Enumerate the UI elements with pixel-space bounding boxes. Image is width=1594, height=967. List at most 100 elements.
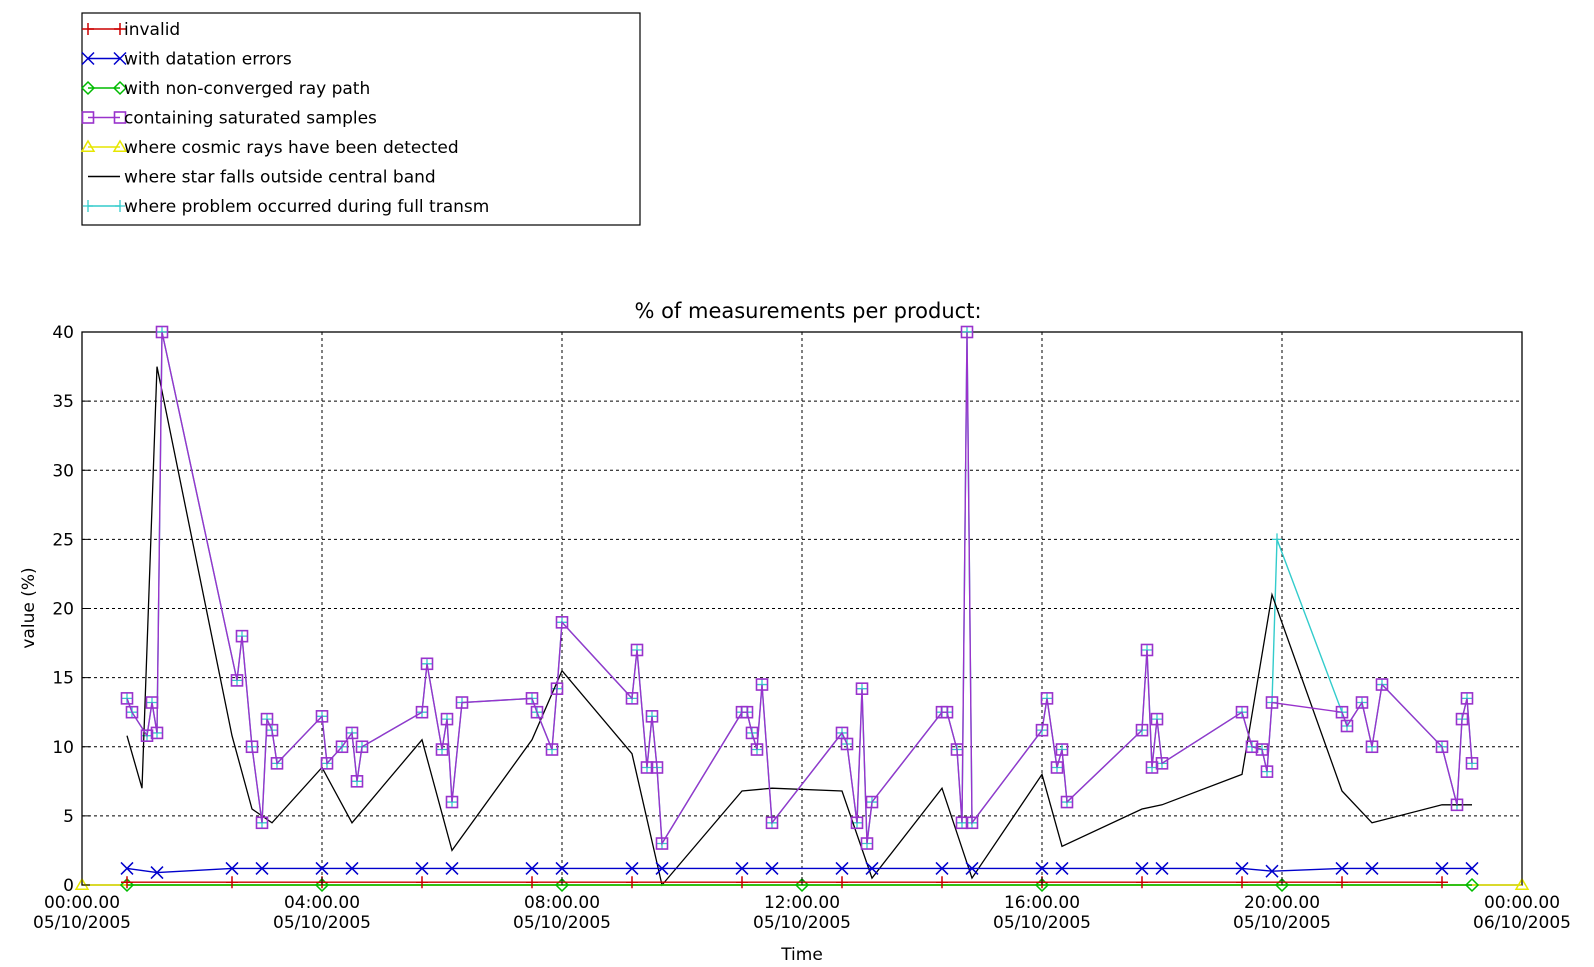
series-point [1145, 761, 1159, 774]
series-point [1365, 740, 1379, 754]
series-point [750, 743, 764, 756]
series-point [554, 877, 570, 893]
legend-label: where star falls outside central band [124, 168, 436, 188]
series-point [1035, 723, 1049, 737]
y-tick-label: 25 [52, 530, 74, 550]
legend-swatch-marker [80, 80, 96, 96]
series-point [936, 876, 948, 889]
series-line [126, 867, 1472, 874]
legend-label: with datation errors [124, 50, 292, 70]
x-tick-date: 06/10/2005 [1473, 913, 1571, 933]
series-point [835, 861, 849, 875]
legend-swatch-marker [81, 51, 95, 66]
legend-swatch-marker [82, 23, 94, 35]
series-point [645, 710, 659, 723]
series-point [1335, 861, 1349, 875]
x-tick-date: 05/10/2005 [993, 913, 1091, 933]
series-point [950, 743, 964, 756]
series-point [1460, 692, 1474, 705]
series-point [315, 861, 329, 875]
series-point [120, 861, 134, 875]
series-point [420, 657, 434, 671]
series-point [119, 877, 135, 893]
series-point [1050, 761, 1064, 774]
series-point [1465, 757, 1479, 770]
legend-frame [81, 12, 641, 226]
series-point [755, 678, 769, 691]
x-tick-time: 16:00.00 [1004, 893, 1080, 913]
series-point [1265, 696, 1279, 709]
series-point [1455, 712, 1469, 726]
series-point [125, 705, 139, 719]
series-point [255, 816, 269, 830]
legend-swatch-marker [80, 139, 96, 152]
series-point [740, 705, 754, 719]
x-tick-time: 00:00.00 [44, 893, 120, 913]
series-with-datation-errors [120, 861, 1479, 880]
series-point [935, 861, 949, 875]
series-point [1055, 743, 1069, 756]
series-point [1514, 877, 1530, 890]
series-point [445, 861, 459, 875]
series-point [255, 861, 269, 875]
series-point [1255, 743, 1269, 756]
series-point [1260, 765, 1274, 778]
series-point [1436, 876, 1448, 889]
series-point [345, 861, 359, 875]
y-tick-label: 35 [52, 392, 74, 412]
series-point [530, 705, 544, 719]
series-point [555, 861, 569, 875]
x-tick-time: 12:00.00 [764, 893, 840, 913]
series-point [1274, 877, 1290, 893]
series-point [314, 877, 330, 893]
series-point [1336, 876, 1348, 889]
legend: invalid with datation errors with non-conv… [80, 12, 641, 226]
legend-label: where problem occurred during full trans… [124, 197, 489, 217]
series-point [840, 737, 854, 751]
y-axis: 0 5 10 15 20 25 30 35 40 [52, 323, 90, 896]
series-point [440, 712, 454, 726]
legend-item: with datation errors [81, 50, 292, 70]
legend-swatch-marker [112, 139, 128, 152]
x-tick-time: 00:00.00 [1484, 893, 1560, 913]
series-point [1235, 861, 1249, 875]
series-point [865, 861, 879, 875]
legend-item: where star falls outside central band [88, 168, 436, 188]
y-tick-label: 40 [52, 323, 74, 343]
series-point [1450, 798, 1464, 812]
series-point [1140, 643, 1154, 657]
series-point [1245, 740, 1259, 754]
series-point [350, 775, 364, 788]
legend-label: invalid [124, 20, 180, 40]
y-tick-label: 10 [52, 738, 74, 758]
series-point [1464, 877, 1480, 893]
series-point [655, 837, 669, 850]
y-tick-label: 5 [63, 807, 74, 827]
series-point [855, 682, 869, 695]
series-point [435, 743, 449, 756]
y-tick-label: 30 [52, 461, 74, 481]
legend-swatch-marker [83, 200, 93, 212]
series-point [1035, 861, 1049, 875]
legend-item: invalid [82, 20, 180, 40]
series-point [226, 876, 238, 889]
x-axis-label: Time [780, 945, 823, 965]
series-point [625, 692, 639, 705]
series-point [265, 723, 279, 737]
x-axis: 00:00.0005/10/200504:00.0005/10/200508:0… [33, 877, 1571, 933]
series-point [736, 876, 748, 889]
x-tick-date: 05/10/2005 [753, 913, 851, 933]
y-tick-label: 15 [52, 669, 74, 689]
y-tick-label: 20 [52, 600, 74, 620]
series-point [1335, 705, 1349, 719]
series-point [860, 837, 874, 850]
series-point [1465, 861, 1479, 875]
legend-item: containing saturated samples [81, 109, 377, 129]
series-point [650, 761, 664, 774]
series-point [155, 325, 169, 339]
series-point [415, 705, 429, 719]
series-point [140, 729, 154, 742]
y-axis-label: value (%) [19, 567, 39, 648]
x-tick-date: 05/10/2005 [273, 913, 371, 933]
